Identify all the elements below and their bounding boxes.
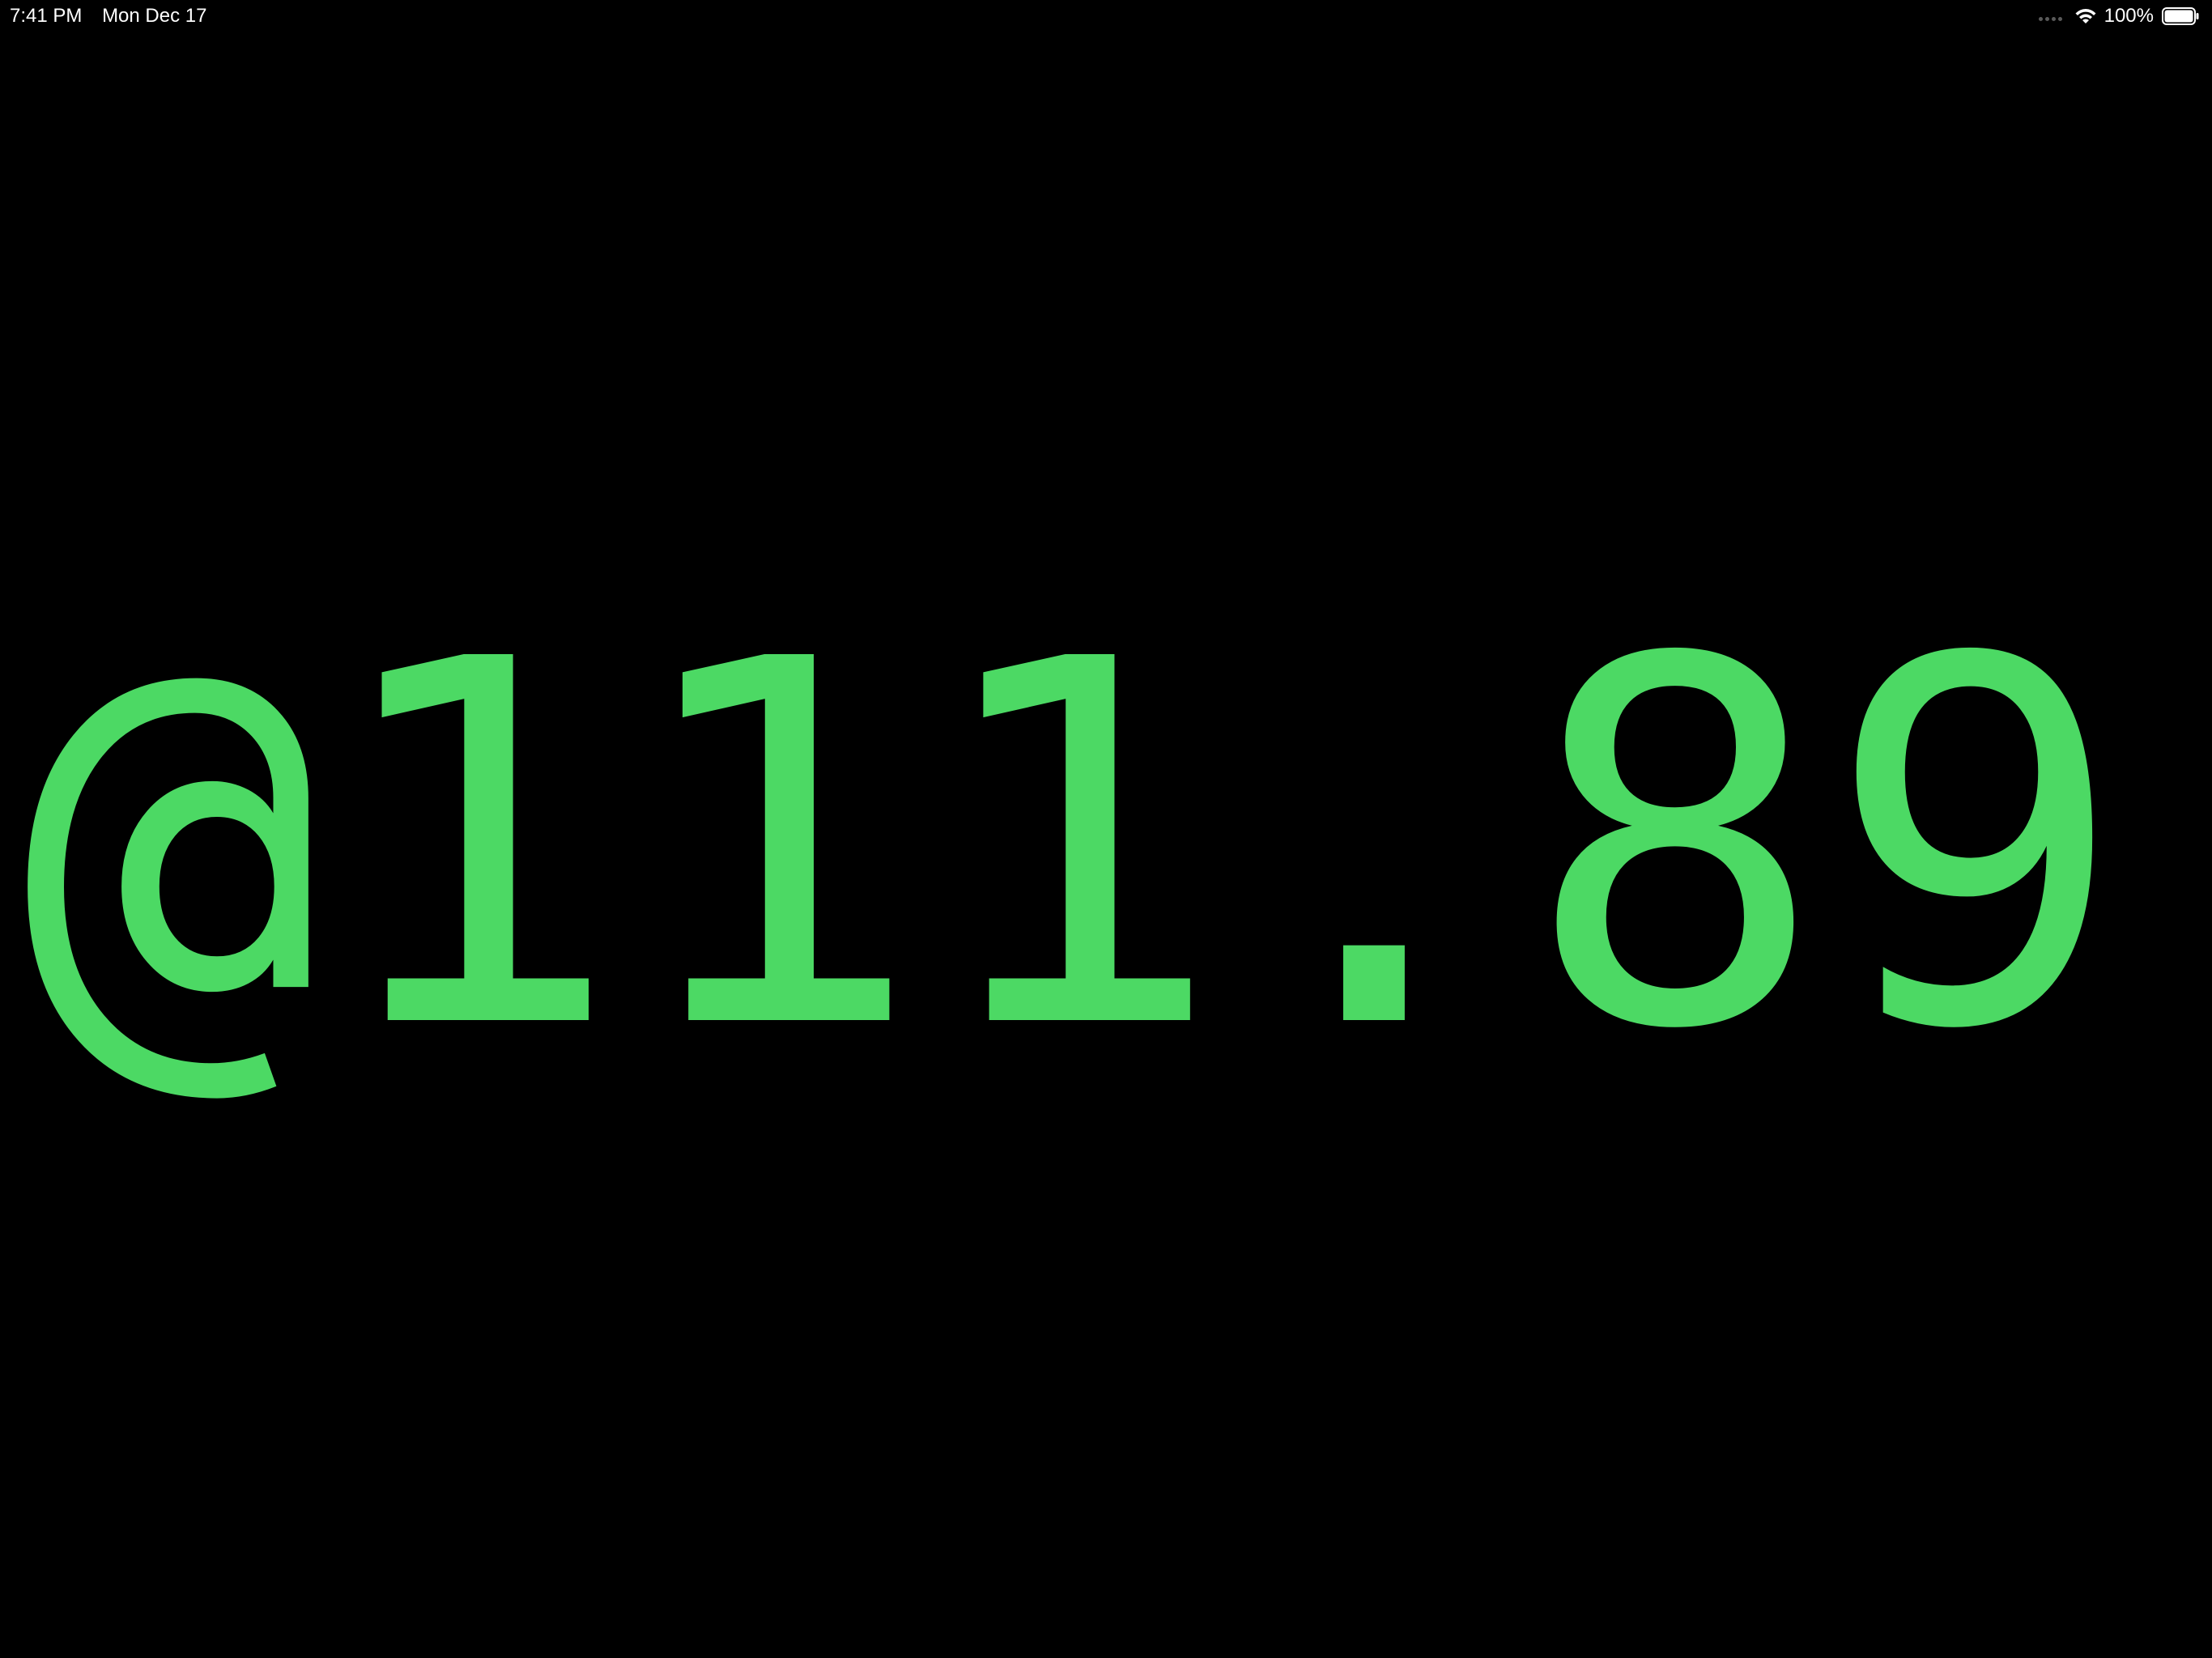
status-left: 7:41 PM Mon Dec 17 xyxy=(10,0,206,32)
status-right: 100% xyxy=(2038,0,2199,32)
display-value: @111.89 xyxy=(21,567,2126,1117)
wifi-icon xyxy=(2075,9,2096,23)
status-date: Mon Dec 17 xyxy=(102,5,207,27)
battery-icon xyxy=(2162,7,2199,25)
status-time: 7:41 PM xyxy=(10,5,83,27)
cellular-signal-icon xyxy=(2038,11,2062,21)
value-display-canvas: @111.89 xyxy=(21,567,2126,1117)
value-display: @111.89 xyxy=(0,567,2212,1117)
battery-percent: 100% xyxy=(2104,5,2154,27)
status-bar: 7:41 PM Mon Dec 17 100% xyxy=(0,0,2212,34)
